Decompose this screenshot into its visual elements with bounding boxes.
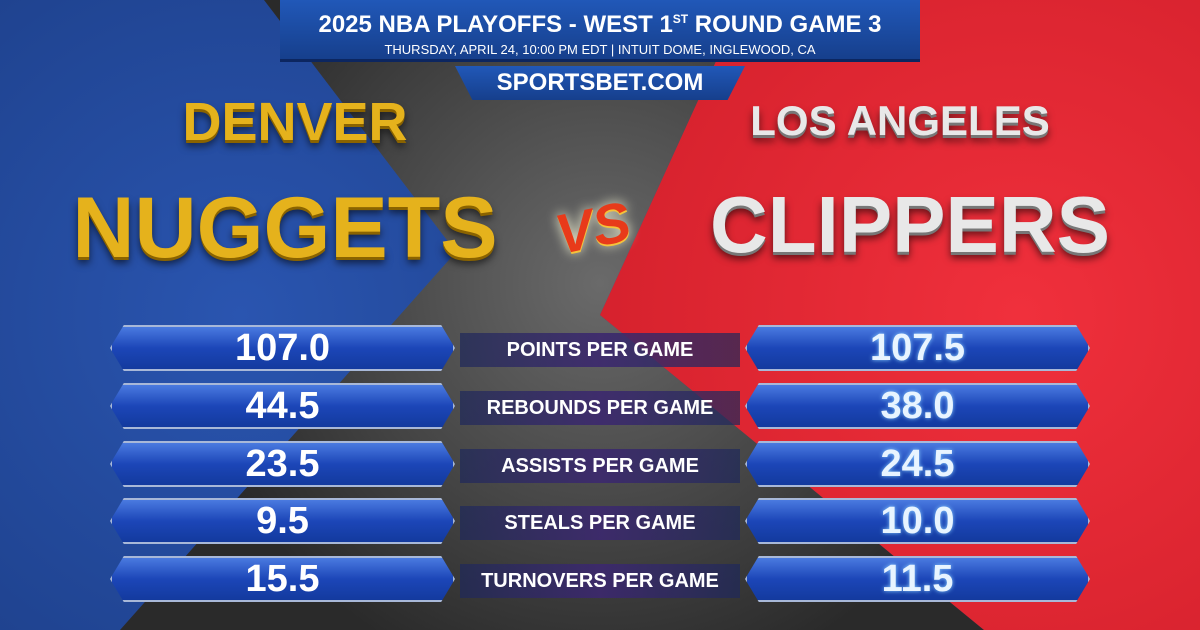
stat-row: 9.5 STEALS PER GAME 10.0 [0, 498, 1200, 544]
stat-label: TURNOVERS PER GAME [460, 564, 740, 598]
home-stat-value: 10.0 [745, 498, 1090, 544]
away-name: NUGGETS [72, 180, 498, 276]
home-stat-value: 24.5 [745, 441, 1090, 487]
stat-label: STEALS PER GAME [460, 506, 740, 540]
title-suffix: ROUND GAME 3 [688, 11, 882, 38]
stat-row: 44.5 REBOUNDS PER GAME 38.0 [0, 383, 1200, 429]
stat-label: ASSISTS PER GAME [460, 449, 740, 483]
away-stat-value: 15.5 [110, 556, 455, 602]
home-name: CLIPPERS [709, 180, 1111, 269]
brand-tab: SPORTSBET.COM [455, 66, 745, 100]
header-banner: 2025 NBA PLAYOFFS - WEST 1ST ROUND GAME … [280, 0, 920, 62]
home-city: LOS ANGELES [750, 97, 1050, 144]
away-city: DENVER [182, 92, 408, 152]
home-stat-value: 38.0 [745, 383, 1090, 429]
stat-row: 15.5 TURNOVERS PER GAME 11.5 [0, 556, 1200, 602]
stat-row: 107.0 POINTS PER GAME 107.5 [0, 325, 1200, 371]
event-title: 2025 NBA PLAYOFFS - WEST 1ST ROUND GAME … [280, 4, 920, 40]
away-stat-value: 107.0 [110, 325, 455, 371]
home-stat-value: 11.5 [745, 556, 1090, 602]
away-stat-value: 9.5 [110, 498, 455, 544]
title-prefix: 2025 NBA PLAYOFFS - WEST 1 [318, 11, 673, 38]
stat-label: REBOUNDS PER GAME [460, 391, 740, 425]
home-stat-value: 107.5 [745, 325, 1090, 371]
stat-label: POINTS PER GAME [460, 333, 740, 367]
stat-row: 23.5 ASSISTS PER GAME 24.5 [0, 441, 1200, 487]
away-stat-value: 44.5 [110, 383, 455, 429]
event-subtitle: THURSDAY, APRIL 24, 10:00 PM EDT | INTUI… [384, 42, 816, 57]
away-stat-value: 23.5 [110, 441, 455, 487]
title-sup: ST [672, 12, 689, 26]
